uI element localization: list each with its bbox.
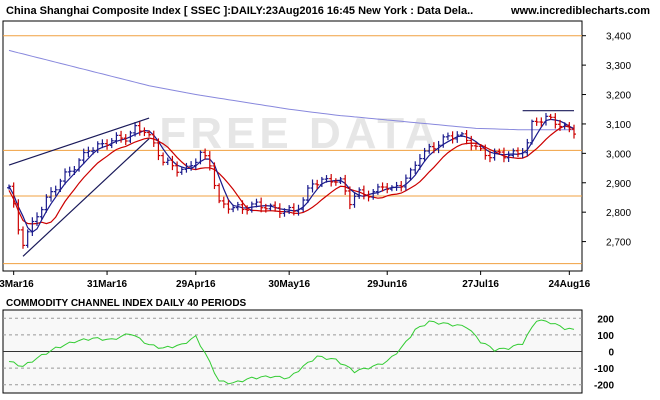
free-data-watermark: FREE DATA [159, 109, 440, 158]
chart-header-title: China Shanghai Composite Index [ SSEC ]:… [6, 5, 473, 17]
cci-tick-label: 100 [597, 331, 614, 342]
date-tick-label: 24Aug16 [548, 279, 590, 290]
price-tick-label: 3,200 [606, 91, 631, 102]
price-tick-label: 2,900 [606, 179, 631, 190]
site-watermark-url: www.incrediblecharts.com [510, 5, 650, 17]
cci-tick-label: 0 [608, 348, 614, 359]
cci-tick-label: 200 [597, 314, 614, 325]
date-tick-label: 29Jun16 [367, 279, 407, 290]
cci-panel: -200 -100 0 100 200 [3, 310, 614, 393]
date-tick-label: 31Mar16 [87, 279, 127, 290]
price-tick-label: 2,800 [606, 208, 631, 219]
date-tick-label: 29Apr16 [176, 279, 216, 290]
price-tick-label: 3,400 [606, 32, 631, 43]
price-tick-label: 3,000 [606, 149, 631, 160]
date-tick-label: 27Jul16 [462, 279, 499, 290]
price-tick-label: 3,300 [606, 61, 631, 72]
price-tick-label: 2,700 [606, 238, 631, 249]
cci-tick-label: -100 [594, 364, 614, 375]
price-panel: FREE DATA 2,700 2,800 2,900 3,000 3,100 3,200 3… [0, 21, 631, 290]
cci-tick-label: -200 [594, 381, 614, 392]
price-tick-label: 3,100 [606, 120, 631, 131]
date-tick-label: 30May16 [268, 279, 310, 290]
cci-panel-title: COMMODITY CHANNEL INDEX DAILY 40 PERIODS [6, 298, 247, 309]
